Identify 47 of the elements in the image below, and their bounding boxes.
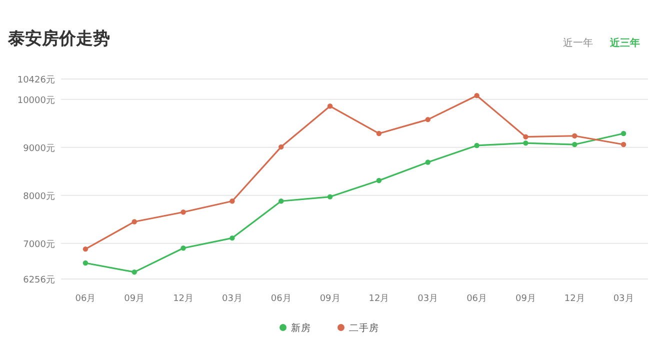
legend-label: 新房 <box>291 322 311 334</box>
point <box>474 142 480 148</box>
y-tick-label: 10426元 <box>17 74 55 86</box>
point <box>523 140 528 146</box>
point <box>82 260 88 266</box>
x-tick-label: 09月 <box>320 294 340 304</box>
x-tick-label: 12月 <box>173 294 194 304</box>
point <box>278 144 284 150</box>
point <box>132 219 137 224</box>
x-tick-label: 09月 <box>515 294 536 304</box>
point <box>327 104 333 109</box>
point <box>376 130 382 136</box>
legend-label: 二手房 <box>349 322 379 334</box>
point <box>82 246 88 252</box>
x-tick-label: 09月 <box>124 294 145 304</box>
point <box>523 134 528 140</box>
point <box>425 116 430 122</box>
y-tick-label: 8000元 <box>23 190 55 202</box>
point <box>572 133 578 138</box>
point <box>376 178 382 184</box>
point <box>230 235 235 241</box>
point <box>327 194 333 200</box>
point <box>620 130 626 136</box>
point <box>230 198 235 204</box>
text: 近三年 <box>609 37 640 49</box>
y-tick-label: 9000元 <box>23 142 55 154</box>
point <box>572 142 578 148</box>
y-tick-label: 6256元 <box>23 274 55 286</box>
x-tick-label: 12月 <box>564 294 585 304</box>
point <box>620 142 626 148</box>
x-tick-label: 03月 <box>613 294 634 304</box>
y-tick-label: 7000元 <box>23 238 55 250</box>
x-tick-label: 06月 <box>75 294 96 304</box>
chart-title: 泰安房价走势 <box>7 29 110 49</box>
point <box>474 92 480 98</box>
point <box>180 210 186 215</box>
x-tick-label: 06月 <box>466 294 488 304</box>
point <box>180 246 186 251</box>
y-tick-label: 10000元 <box>17 94 55 106</box>
x-tick-label: 03月 <box>222 294 242 304</box>
x-tick-label: 06月 <box>270 294 292 304</box>
point <box>278 198 284 204</box>
x-tick-label: 03月 <box>418 294 438 304</box>
text: 近一年 <box>563 37 593 49</box>
point <box>425 160 430 165</box>
point <box>132 269 137 275</box>
x-tick-label: 12月 <box>368 294 390 304</box>
